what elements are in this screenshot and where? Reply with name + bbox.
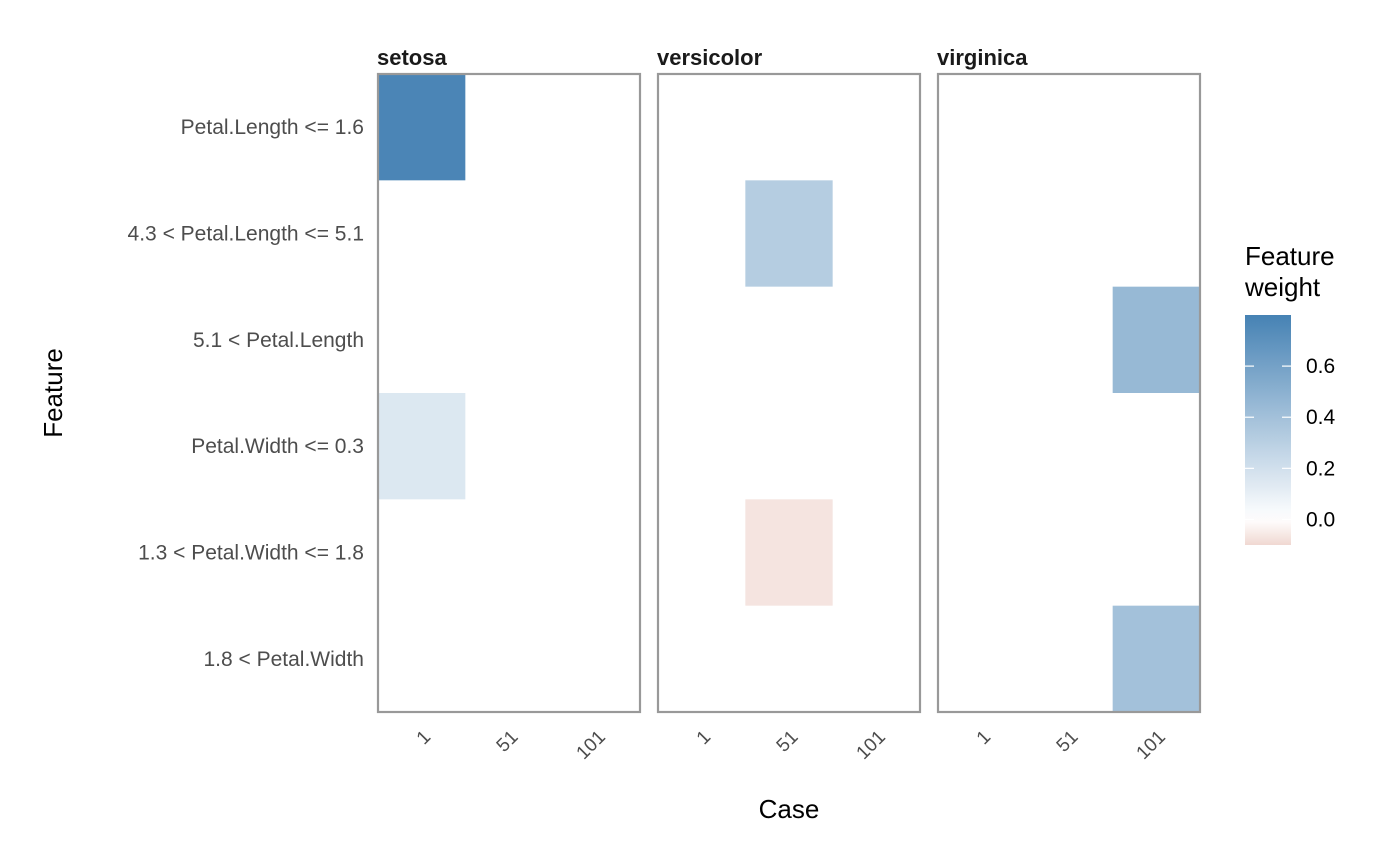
facet-strip-label: setosa: [377, 45, 447, 70]
y-tick-label: 1.8 < Petal.Width: [203, 648, 364, 671]
heatmap-cell: [1112, 605, 1200, 712]
y-tick-label: 5.1 < Petal.Length: [193, 329, 364, 352]
facet-panel-setosa: setosa 1 51 101: [376, 45, 642, 764]
heatmap-cell: [745, 180, 833, 287]
y-tick-label: Petal.Width <= 0.3: [191, 435, 364, 458]
panel-border: [376, 72, 642, 714]
y-tick-label: Petal.Length <= 1.6: [181, 116, 364, 139]
x-tick-label: 51: [773, 727, 803, 757]
legend-title-line-2: weight: [1244, 272, 1321, 302]
legend-tick-label: 0.4: [1306, 406, 1336, 429]
y-axis-title: Feature: [38, 348, 68, 438]
panel-border: [656, 72, 922, 714]
x-tick-label: 1: [413, 727, 435, 749]
y-tick-label: 4.3 < Petal.Length <= 5.1: [128, 223, 364, 246]
heatmap-cell: [745, 499, 833, 606]
x-tick-label: 101: [1133, 727, 1170, 764]
legend-tick-label: 0.0: [1306, 508, 1335, 531]
heatmap-cell: [378, 393, 466, 500]
legend-title-line-1: Feature: [1245, 241, 1335, 271]
x-axis-title: Case: [759, 794, 820, 824]
facet-panels: setosa 1 51 101 versicolor 1 51 101 virginica 1 51…: [376, 45, 1202, 764]
legend: Feature weight 0.6 0.4 0.2 0.0: [1244, 241, 1336, 545]
x-tick-label: 101: [573, 727, 610, 764]
x-tick-label: 1: [693, 727, 715, 749]
legend-tick-label: 0.2: [1306, 457, 1335, 480]
legend-tick-label: 0.6: [1306, 355, 1335, 378]
heatmap-cell: [1112, 286, 1200, 393]
y-tick-labels: Petal.Length <= 1.6 4.3 < Petal.Length <=…: [128, 116, 364, 671]
facet-panel-versicolor: versicolor 1 51 101: [656, 45, 922, 764]
facet-strip-label: versicolor: [657, 45, 763, 70]
x-tick-label: 1: [973, 727, 995, 749]
legend-colorbar: [1245, 315, 1291, 545]
x-tick-label: 51: [1053, 727, 1083, 757]
legend-ticks: 0.6 0.4 0.2 0.0: [1245, 355, 1336, 531]
x-tick-label: 51: [493, 727, 523, 757]
x-tick-label: 101: [853, 727, 890, 764]
panel-border: [936, 72, 1202, 714]
facet-panel-virginica: virginica 1 51 101: [936, 45, 1202, 764]
facet-strip-label: virginica: [937, 45, 1028, 70]
y-tick-label: 1.3 < Petal.Width <= 1.8: [138, 542, 364, 565]
heatmap-cell: [378, 74, 466, 181]
